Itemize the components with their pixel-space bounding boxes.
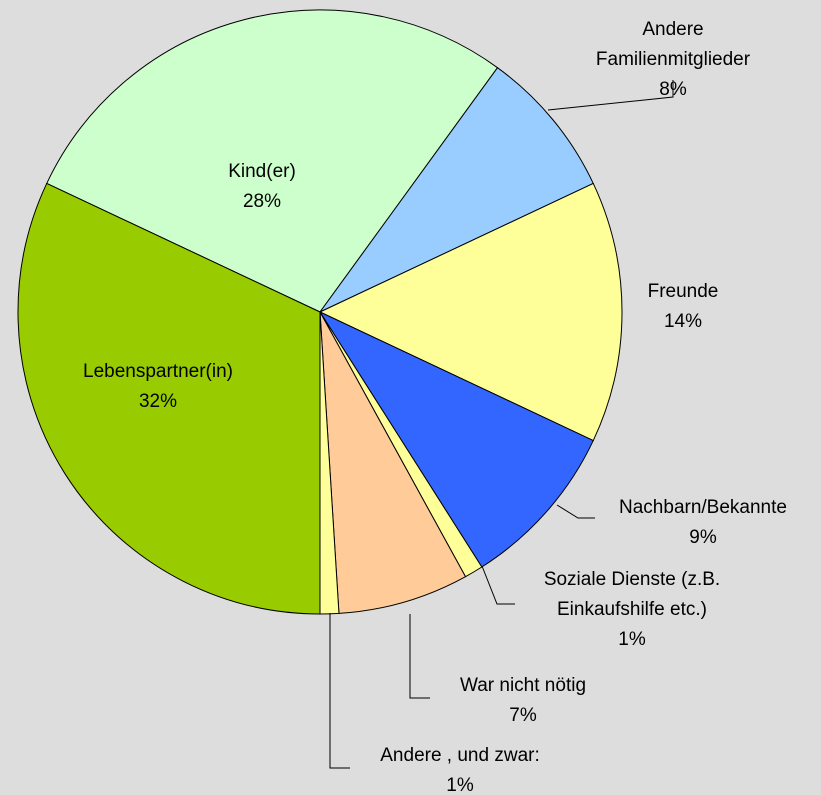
category-label: Nachbarn/Bekannte [619,497,787,518]
category-label: Kind(er) [228,161,296,182]
value-label: 14% [663,311,703,332]
slice-label: Kind(er) 28% [228,157,296,217]
slice-label: Andere Familienmitglieder 8% [596,15,750,105]
leader-line [547,80,674,111]
slice-label: Soziale Dienste (z.B. Einkaufshilfe etc.… [544,565,720,655]
pie-slice [319,66,594,313]
category-label: Andere , und zwar: [380,745,540,766]
leader-line [329,613,350,769]
value-label: 7% [509,705,537,726]
leader-line [556,504,595,519]
value-label: 32% [138,391,178,412]
value-label: 1% [618,629,646,650]
category-label: Andere Familienmitglieder [595,19,751,70]
value-label: 8% [659,79,687,100]
category-label: War nicht nötig [459,675,587,696]
pie-slice [17,182,321,615]
category-label: Freunde [647,281,719,302]
slice-label: Andere , und zwar: 1% [380,741,539,795]
slice-label: Nachbarn/Bekannte 9% [619,493,787,553]
slice-label: Lebenspartner(in) 32% [83,357,233,417]
leader-line [409,614,430,699]
pie-slice [318,310,594,568]
leader-line [481,565,515,605]
value-label: 1% [446,775,474,795]
category-label: Lebenspartner(in) [83,361,233,382]
slice-label: Freunde 14% [648,277,719,337]
pie-slice [46,9,499,313]
value-label: 28% [242,191,282,212]
category-label: Soziale Dienste (z.B. Einkaufshilfe etc.… [543,569,721,620]
pie-slice [318,182,623,442]
slice-label: War nicht nötig 7% [460,671,586,731]
value-label: 9% [689,527,717,548]
pie-slice [319,311,467,614]
